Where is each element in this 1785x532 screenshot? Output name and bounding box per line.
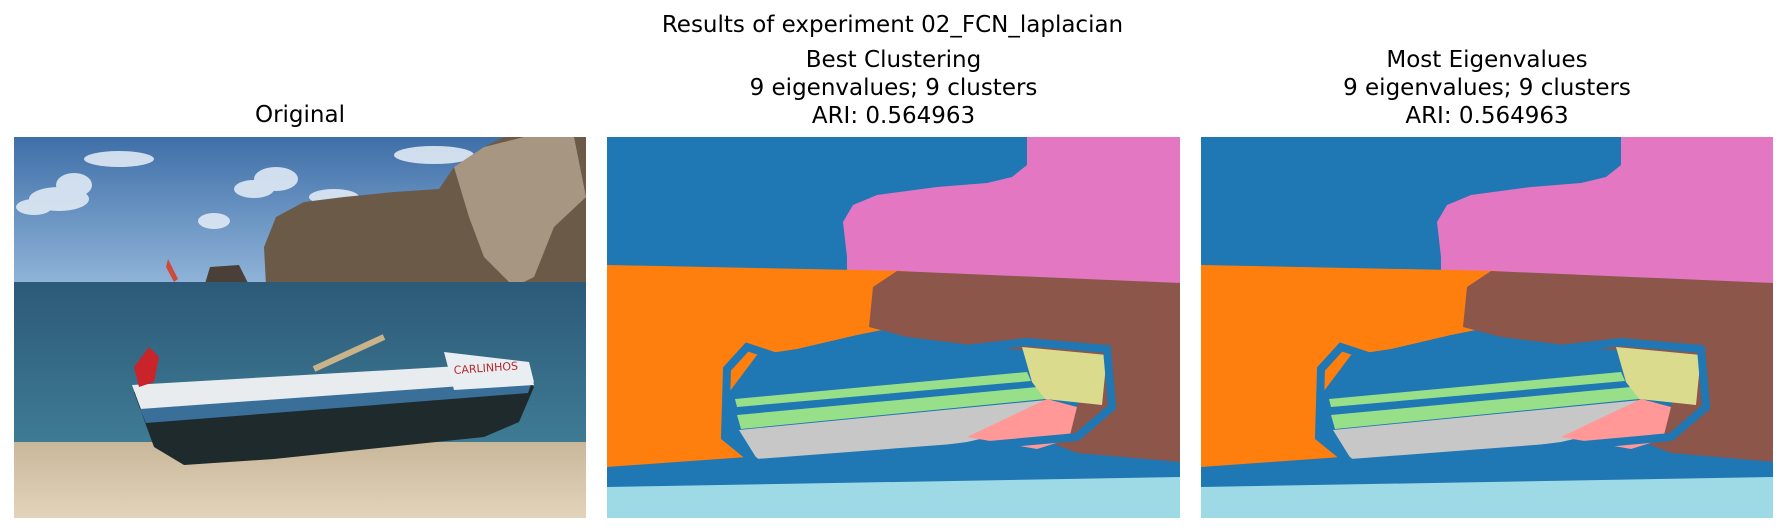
panel-title: Best Clustering 9 eigenvalues; 9 cluster… — [607, 46, 1180, 130]
boat-name: CARLINHOS — [453, 360, 518, 377]
boat-stripe-blue — [140, 381, 532, 423]
sail — [166, 259, 178, 282]
clouds — [16, 146, 474, 229]
cluster-boat-hull — [739, 400, 1047, 459]
panel-title-line-1: Best Clustering — [805, 47, 982, 73]
boat-stripe-white — [132, 362, 534, 412]
segmentation-most — [1201, 137, 1773, 518]
cluster-boat-stripe — [737, 387, 1045, 429]
panel-title-line-3: ARI: 0.564963 — [1405, 103, 1569, 129]
cluster-boat-outline — [1314, 337, 1711, 468]
panel-title-line: Original — [254, 102, 345, 128]
cluster-cliff-upper — [843, 137, 1180, 285]
cluster-boat-hull — [1333, 400, 1641, 459]
cliff-highlight — [454, 137, 586, 287]
figure-suptitle: Results of experiment 02_FCN_laplacian — [661, 12, 1124, 38]
original-photo: CARLINHOS — [14, 137, 586, 518]
panel-title: Most Eigenvalues 9 eigenvalues; 9 cluste… — [1201, 46, 1773, 130]
cluster-sand — [1201, 477, 1773, 518]
boat-prow — [134, 347, 159, 387]
panel-title-line-2: 9 eigenvalues; 9 clusters — [1343, 75, 1631, 101]
cluster-boat-stripe — [1331, 387, 1639, 429]
panel-title-line-3: ARI: 0.564963 — [811, 103, 976, 129]
boat: CARLINHOS — [132, 334, 534, 465]
panel-title-line-1: Most Eigenvalues — [1386, 47, 1588, 73]
cluster-boat-bow — [1616, 347, 1701, 405]
cluster-left-sea — [1201, 265, 1501, 467]
rock — [204, 265, 250, 287]
cluster-boat-stripe-2 — [1329, 372, 1625, 407]
cluster-cliff-upper — [1437, 137, 1773, 285]
cluster-sand — [607, 477, 1180, 518]
original-image: CARLINHOS — [14, 137, 586, 518]
panel-title-line-2: 9 eigenvalues; 9 clusters — [749, 75, 1038, 101]
segmentation-best — [607, 137, 1180, 518]
oar — [312, 334, 386, 372]
boat-bow — [444, 352, 534, 390]
cluster-boat-bow — [1022, 347, 1107, 405]
cluster-boat-outline — [720, 337, 1117, 468]
cluster-boat-stripe-2 — [735, 372, 1031, 407]
panel-title: Original — [14, 101, 586, 129]
segmentation-map — [607, 137, 1180, 518]
segmentation-map — [1201, 137, 1773, 518]
cluster-left-sea — [607, 265, 907, 467]
